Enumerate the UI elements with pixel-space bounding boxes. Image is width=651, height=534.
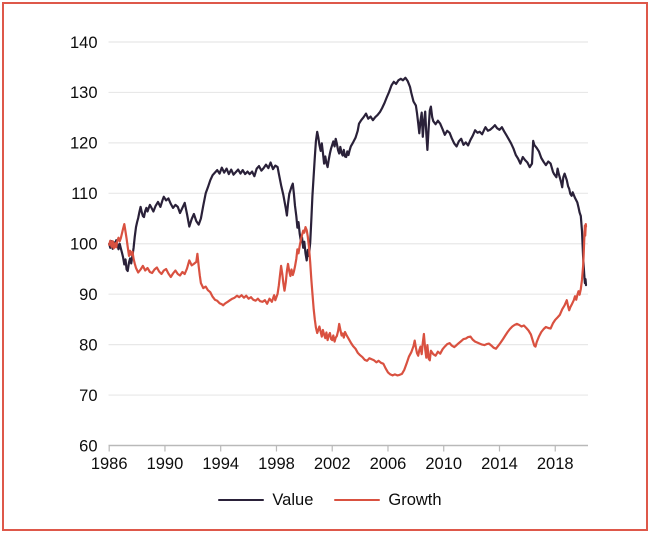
x-tick-label: 2002 [314,455,351,473]
x-tick-label: 1994 [202,455,239,473]
x-tick-label: 1998 [258,455,295,473]
x-tick-label: 1986 [91,455,128,473]
series-line-value [108,76,588,287]
y-tick-label: 100 [70,236,98,254]
y-tick-label: 130 [70,84,98,102]
y-tick-label: 140 [70,34,98,52]
legend-label-growth: Growth [388,491,442,509]
y-tick-label: 60 [79,437,97,455]
legend-item-value: Value [218,490,313,510]
y-tick-label: 70 [79,387,97,405]
value-line-swatch [218,498,265,502]
y-tick-label: 110 [71,185,97,203]
x-tick-label: 1990 [147,455,184,473]
legend: Value Growth [4,490,646,510]
y-tick-label: 80 [79,336,97,354]
legend-item-growth: Growth [334,490,442,510]
legend-label-value: Value [272,491,314,509]
series-line-growth [108,223,588,377]
y-tick-label: 120 [70,135,98,153]
y-tick-label: 90 [79,286,97,304]
x-tick-label: 2010 [425,455,462,473]
line-chart: 60 70 80 90 100 110 120 130 140 1986 1990 1994 1998 2… [70,34,588,473]
growth-line-swatch [334,498,381,502]
x-tick-label: 2018 [537,455,574,473]
x-tick-label: 2006 [370,455,407,473]
x-tick-label: 2014 [481,455,518,473]
